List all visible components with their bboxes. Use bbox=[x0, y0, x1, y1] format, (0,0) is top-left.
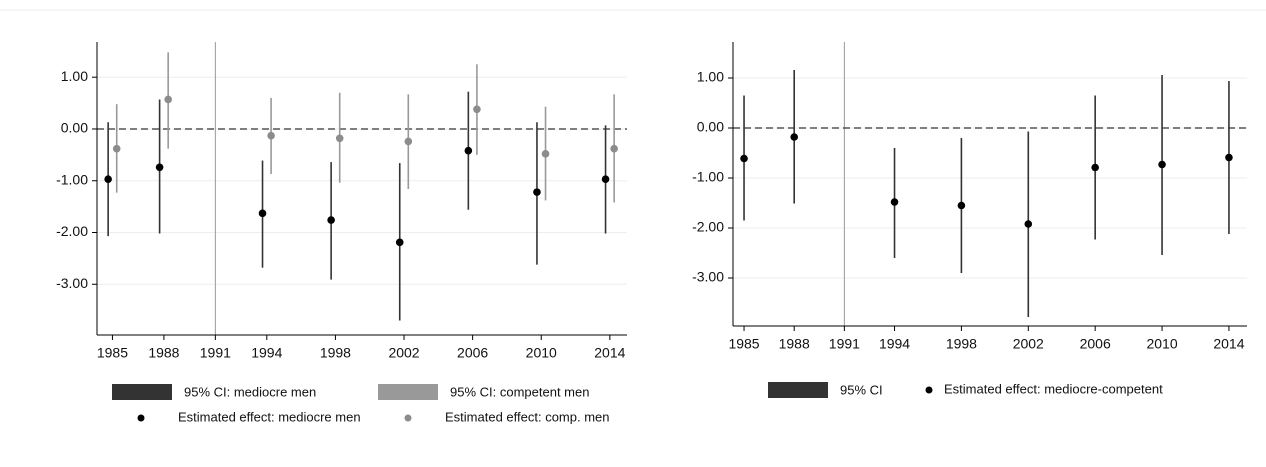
legend-label: Estimated effect: mediocre-competent bbox=[944, 381, 1163, 396]
x-tick-label: 1994 bbox=[879, 336, 910, 352]
point-estimate bbox=[164, 95, 172, 104]
legend-label: 95% CI: mediocre men bbox=[184, 384, 316, 399]
x-tick-label: 1998 bbox=[320, 345, 351, 361]
x-tick-label: 1998 bbox=[946, 336, 977, 352]
point-estimate bbox=[258, 209, 267, 218]
x-tick-label: 1985 bbox=[728, 336, 759, 352]
y-tick-label: 0.00 bbox=[61, 120, 88, 136]
point-estimate bbox=[601, 175, 610, 183]
point-estimate bbox=[610, 144, 618, 153]
x-tick-label: 1994 bbox=[251, 345, 282, 361]
x-tick-label: 2002 bbox=[1013, 336, 1044, 352]
point-estimate bbox=[335, 134, 344, 143]
point-estimate bbox=[327, 216, 335, 224]
legend-label: 95% CI: competent men bbox=[450, 384, 589, 399]
point-estimate bbox=[464, 146, 473, 155]
legend-label: Estimated effect: comp. men bbox=[445, 409, 610, 424]
legend-label: Estimated effect: mediocre men bbox=[178, 409, 361, 424]
point-estimate bbox=[267, 131, 275, 140]
y-tick-label: -2.00 bbox=[56, 223, 88, 239]
legend-marker bbox=[404, 414, 412, 422]
y-tick-label: -1.00 bbox=[692, 169, 724, 185]
x-tick-label: 1991 bbox=[829, 336, 860, 352]
legend-marker bbox=[925, 386, 933, 394]
point-estimate bbox=[957, 201, 966, 210]
x-tick-label: 2006 bbox=[1080, 336, 1111, 352]
point-estimate bbox=[1024, 220, 1033, 228]
point-estimate bbox=[790, 133, 798, 141]
x-tick-label: 2006 bbox=[457, 345, 488, 361]
point-estimate bbox=[404, 137, 413, 146]
x-tick-label: 1985 bbox=[97, 345, 128, 361]
y-tick-label: 1.00 bbox=[697, 69, 724, 85]
y-tick-label: -3.00 bbox=[56, 275, 88, 291]
point-estimate bbox=[112, 144, 121, 153]
x-tick-label: 1988 bbox=[779, 336, 810, 352]
x-tick-label: 2010 bbox=[526, 345, 557, 361]
legend-swatch bbox=[768, 382, 828, 398]
y-tick-label: 1.00 bbox=[61, 68, 88, 84]
x-tick-label: 1988 bbox=[148, 345, 179, 361]
legend-swatch bbox=[378, 384, 438, 400]
x-tick-label: 2014 bbox=[594, 345, 625, 361]
y-tick-label: 0.00 bbox=[697, 119, 724, 135]
point-estimate bbox=[395, 238, 404, 247]
point-estimate bbox=[1091, 163, 1099, 172]
point-estimate bbox=[155, 163, 164, 172]
point-estimate bbox=[1225, 153, 1233, 162]
x-tick-label: 2002 bbox=[388, 345, 419, 361]
legend-label: 95% CI bbox=[840, 382, 883, 397]
x-tick-label: 2010 bbox=[1146, 336, 1177, 352]
y-tick-label: -3.00 bbox=[692, 269, 724, 285]
y-tick-label: -1.00 bbox=[56, 171, 88, 187]
point-estimate bbox=[533, 188, 541, 196]
point-estimate bbox=[473, 105, 481, 114]
point-estimate bbox=[890, 198, 899, 206]
y-tick-label: -2.00 bbox=[692, 219, 724, 235]
point-estimate bbox=[1158, 160, 1166, 169]
x-tick-label: 1991 bbox=[200, 345, 231, 361]
point-estimate bbox=[104, 175, 112, 183]
legend-swatch bbox=[112, 384, 172, 400]
x-tick-label: 2014 bbox=[1213, 336, 1244, 352]
legend-marker bbox=[137, 414, 145, 422]
point-estimate bbox=[740, 154, 748, 163]
point-estimate bbox=[541, 150, 550, 158]
